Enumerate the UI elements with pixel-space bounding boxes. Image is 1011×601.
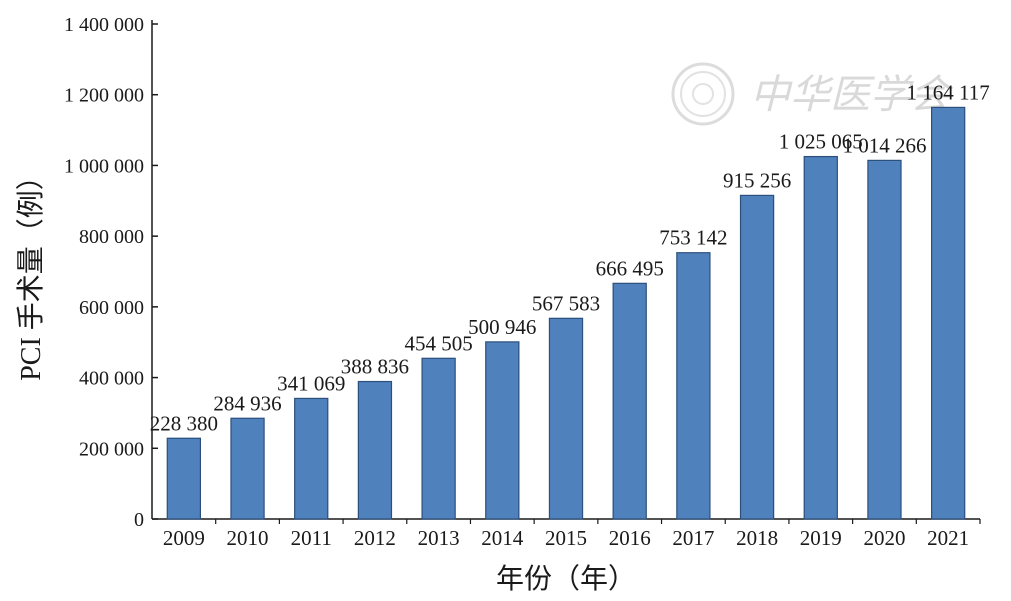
- y-tick-label: 1 200 000: [64, 85, 144, 107]
- data-label-2011: 341 069: [277, 371, 345, 395]
- y-tick-label: 1 000 000: [64, 155, 144, 177]
- bar-2018: [739, 194, 775, 520]
- data-label-2009: 228 380: [150, 411, 218, 435]
- bar-2010: [230, 417, 265, 520]
- bar-2016: [612, 282, 647, 520]
- y-tick-label: 200 000: [79, 438, 144, 460]
- x-tick-label: 2020: [863, 526, 905, 550]
- x-tick-label: 2016: [609, 526, 651, 550]
- bar-2017: [676, 252, 711, 520]
- data-label-2019: 1 025 065: [779, 130, 863, 154]
- bar-2009: [166, 437, 202, 520]
- watermark: 中华医学会: [671, 62, 954, 126]
- bar-2020: [867, 159, 902, 520]
- society-seal-icon: [671, 62, 735, 126]
- bar-2011: [294, 397, 329, 520]
- x-tick-label: 2015: [545, 526, 587, 550]
- x-tick-label: 2013: [418, 526, 460, 550]
- data-label-2021: 1 164 117: [907, 80, 990, 104]
- x-tick-label: 2009: [163, 526, 205, 550]
- y-tick-label: 800 000: [79, 226, 144, 248]
- x-tick-label: 2014: [481, 526, 524, 550]
- data-label-2012: 388 836: [341, 355, 409, 379]
- data-label-2017: 753 142: [659, 226, 727, 250]
- x-tick-label: 2012: [354, 526, 396, 550]
- watermark-text: 中华医学会: [750, 72, 954, 118]
- x-tick-label: 2011: [291, 526, 332, 550]
- data-label-2020: 1 014 266: [842, 133, 926, 157]
- y-tick-label: 400 000: [79, 368, 144, 390]
- bar-2015: [548, 317, 584, 520]
- data-label-2010: 284 936: [213, 391, 281, 415]
- bar-2019: [803, 155, 838, 520]
- bar-2014: [485, 341, 520, 520]
- y-tick-label: 1 400 000: [64, 14, 144, 36]
- y-axis-label: PCI 手术量（例）: [15, 162, 47, 381]
- data-label-2013: 454 505: [404, 331, 472, 355]
- data-label-2015: 567 583: [532, 291, 600, 315]
- axes: 0 200 000 400 000 600 000 800 000 1 000 000 1 …: [64, 14, 981, 550]
- x-tick-label: 2010: [227, 526, 269, 550]
- x-axis-label: 年份（年）: [496, 563, 636, 595]
- x-tick-label: 2019: [800, 526, 842, 550]
- bar-2021: [930, 106, 966, 520]
- x-tick-label: 2018: [736, 526, 778, 550]
- y-tick-label: 600 000: [79, 297, 144, 319]
- bar-2013: [421, 357, 456, 520]
- data-label-2018: 915 256: [723, 168, 791, 192]
- x-tick-label: 2017: [672, 526, 714, 550]
- y-tick-label: 0: [134, 509, 144, 531]
- data-label-2014: 500 946: [468, 315, 536, 339]
- data-label-2016: 666 495: [596, 256, 664, 280]
- bar-2012: [357, 380, 393, 520]
- x-tick-label: 2021: [927, 526, 969, 550]
- bars: [166, 106, 966, 520]
